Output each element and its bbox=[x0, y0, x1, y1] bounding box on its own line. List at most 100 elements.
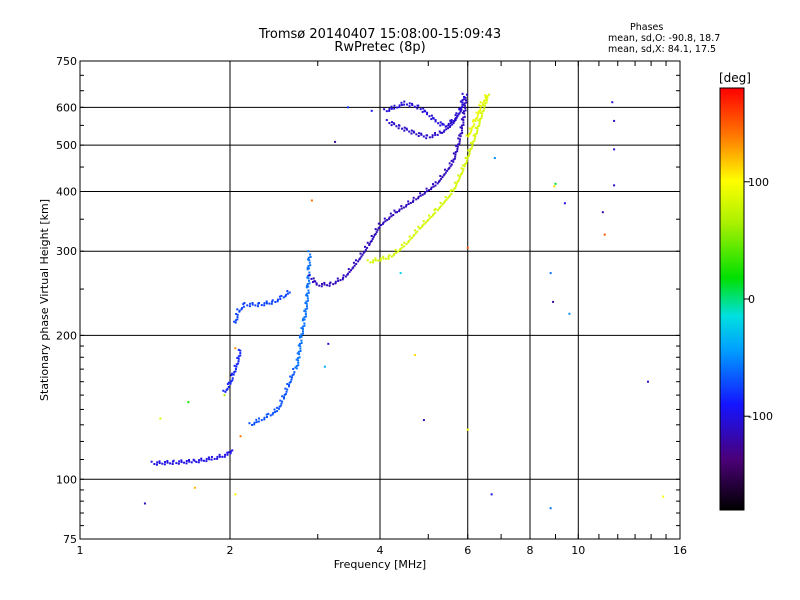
data-point bbox=[465, 101, 468, 104]
data-point bbox=[486, 96, 489, 99]
data-point bbox=[549, 272, 552, 275]
data-point bbox=[224, 390, 227, 393]
data-point bbox=[396, 211, 399, 214]
data-point bbox=[477, 112, 480, 115]
data-point bbox=[307, 264, 310, 267]
data-point bbox=[302, 332, 305, 335]
data-point bbox=[150, 460, 153, 463]
data-point bbox=[388, 108, 391, 111]
x-tick-label: 6 bbox=[464, 544, 471, 557]
data-point bbox=[484, 96, 487, 99]
data-point bbox=[185, 462, 188, 465]
data-point bbox=[457, 179, 460, 182]
data-point bbox=[490, 493, 493, 496]
data-point bbox=[230, 450, 233, 453]
colorbar-tick-label: 100 bbox=[748, 176, 769, 189]
data-point bbox=[549, 507, 552, 510]
data-point bbox=[432, 213, 435, 216]
data-point bbox=[205, 457, 208, 460]
data-point bbox=[253, 421, 256, 424]
data-point bbox=[426, 113, 429, 116]
data-point bbox=[311, 280, 314, 283]
data-point bbox=[289, 375, 292, 378]
data-point bbox=[253, 423, 256, 426]
data-point bbox=[459, 175, 462, 178]
data-point bbox=[308, 271, 311, 274]
data-point bbox=[277, 407, 280, 410]
data-point bbox=[422, 220, 425, 223]
data-point bbox=[449, 190, 452, 193]
data-point bbox=[390, 105, 393, 108]
data-point bbox=[457, 143, 460, 146]
data-point bbox=[470, 147, 473, 150]
data-point bbox=[474, 135, 477, 138]
data-point bbox=[172, 459, 175, 462]
data-point bbox=[283, 396, 286, 399]
data-point bbox=[263, 416, 266, 419]
data-point bbox=[344, 275, 347, 278]
data-point bbox=[434, 120, 437, 123]
data-point bbox=[470, 128, 473, 131]
data-point bbox=[451, 123, 454, 126]
data-point bbox=[352, 266, 355, 269]
data-point bbox=[185, 460, 188, 463]
data-point bbox=[471, 145, 474, 148]
data-point bbox=[237, 357, 240, 360]
data-point bbox=[476, 125, 479, 128]
y-tick-label: 750 bbox=[56, 55, 77, 68]
data-point bbox=[438, 179, 441, 182]
data-point bbox=[421, 110, 424, 113]
data-point bbox=[393, 252, 396, 255]
data-point bbox=[301, 327, 304, 330]
data-point bbox=[459, 132, 462, 135]
data-point bbox=[357, 260, 360, 263]
data-point bbox=[297, 357, 300, 360]
data-point bbox=[461, 92, 464, 95]
data-point bbox=[223, 394, 226, 397]
data-point bbox=[388, 254, 391, 257]
data-point bbox=[466, 246, 469, 249]
data-point bbox=[464, 96, 467, 99]
data-point bbox=[373, 234, 376, 237]
data-point bbox=[334, 140, 337, 143]
data-point bbox=[289, 380, 292, 383]
data-point bbox=[205, 460, 208, 463]
data-point bbox=[279, 404, 282, 407]
data-point bbox=[234, 370, 237, 373]
data-point bbox=[450, 163, 453, 166]
data-point bbox=[195, 460, 198, 463]
data-point bbox=[407, 240, 410, 243]
data-point bbox=[202, 459, 205, 462]
data-point bbox=[412, 235, 415, 238]
data-point bbox=[229, 452, 232, 455]
data-point bbox=[398, 210, 401, 213]
data-point bbox=[432, 185, 435, 188]
data-point bbox=[210, 455, 213, 458]
data-point bbox=[465, 93, 468, 96]
data-point bbox=[454, 119, 457, 122]
data-point bbox=[420, 132, 423, 135]
data-point bbox=[371, 261, 374, 264]
data-point bbox=[434, 119, 437, 122]
data-point bbox=[445, 198, 448, 201]
data-point bbox=[454, 151, 457, 154]
data-point bbox=[436, 209, 439, 212]
data-point bbox=[224, 453, 227, 456]
data-point bbox=[315, 283, 318, 286]
data-point bbox=[438, 130, 441, 133]
data-point bbox=[417, 225, 420, 228]
data-point bbox=[308, 282, 311, 285]
data-point bbox=[377, 222, 380, 225]
data-point bbox=[426, 111, 429, 114]
data-point bbox=[478, 122, 481, 125]
data-point bbox=[277, 298, 280, 301]
data-point bbox=[190, 461, 193, 464]
data-point bbox=[297, 359, 300, 362]
data-point bbox=[225, 388, 228, 391]
data-point bbox=[461, 101, 464, 104]
data-point bbox=[462, 119, 465, 122]
data-point bbox=[458, 177, 461, 180]
data-point bbox=[439, 174, 442, 177]
data-point bbox=[370, 239, 373, 242]
data-point bbox=[166, 460, 169, 463]
